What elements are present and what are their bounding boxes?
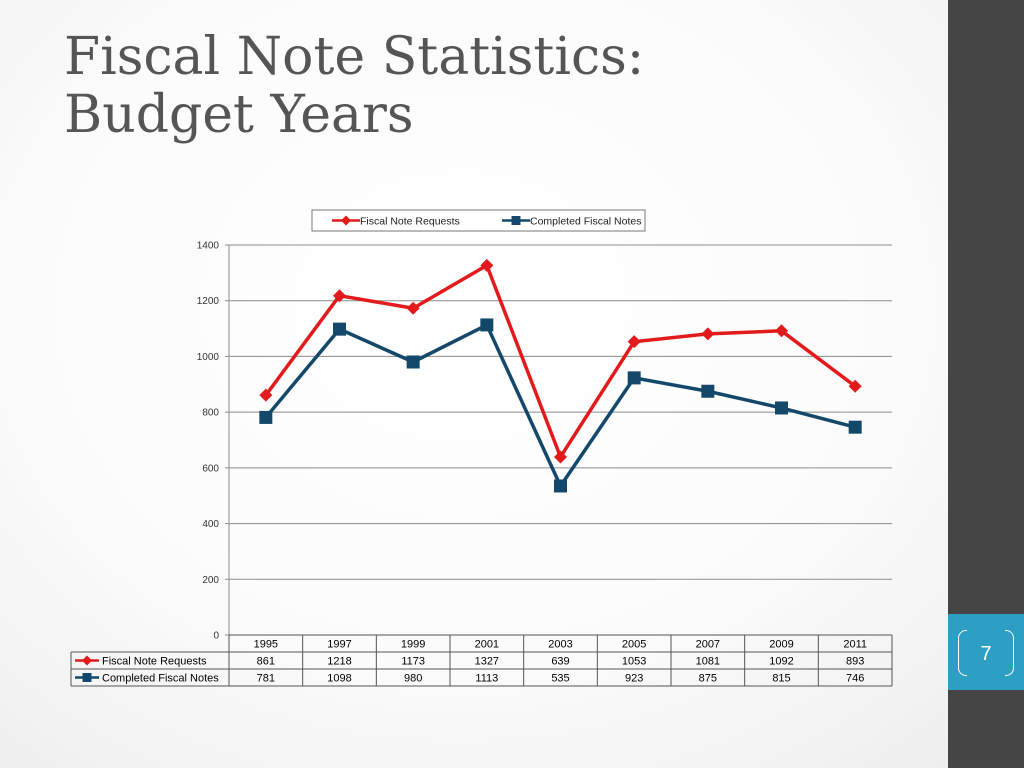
data-point	[701, 384, 715, 398]
data-point	[406, 355, 420, 369]
slide-title-line-2: Budget Years	[64, 85, 414, 145]
table-value-cell: 781	[257, 673, 275, 685]
data-point	[259, 410, 273, 424]
table-value-cell: 861	[257, 656, 275, 668]
table-value-cell: 923	[625, 673, 643, 685]
legend-entry: Completed Fiscal Notes	[530, 215, 641, 227]
data-point	[406, 301, 420, 315]
data-point	[701, 327, 715, 341]
page-number-tab: 7	[948, 614, 1024, 690]
data-point	[554, 450, 567, 464]
y-tick-label: 400	[202, 519, 219, 530]
data-point	[554, 479, 567, 493]
x-category-label: 2001	[475, 639, 499, 651]
table-legend-key-marker	[82, 655, 92, 666]
y-tick-label: 0	[213, 631, 219, 642]
x-category-label: 2003	[548, 639, 572, 651]
y-tick-label: 200	[202, 575, 219, 586]
data-point	[627, 371, 641, 385]
x-category-label: 1999	[401, 639, 425, 651]
table-value-cell: 746	[846, 673, 864, 685]
table-value-cell: 893	[846, 656, 864, 668]
table-value-cell: 1092	[769, 656, 793, 668]
data-point	[775, 324, 788, 338]
legend-key-marker	[511, 216, 521, 225]
legend-box	[311, 209, 646, 232]
table-value-cell: 1327	[475, 656, 499, 668]
line-chart: 0 200 400 600 800 1000 1200 1400 1995 1997 1999 200…	[70, 209, 893, 687]
data-point	[627, 335, 641, 349]
table-value-cell: 980	[404, 673, 422, 685]
legend-entry: Fiscal Note Requests	[360, 215, 460, 227]
x-category-label: 2009	[769, 639, 793, 651]
x-category-label: 1995	[254, 639, 278, 651]
slide-title-line-1: Fiscal Note Statistics:	[64, 27, 645, 87]
data-point	[333, 322, 346, 336]
table-value-cell: 535	[551, 673, 569, 685]
table-legend-key-marker	[82, 673, 92, 682]
table-series-label: Completed Fiscal Notes	[102, 673, 219, 685]
data-point	[848, 379, 862, 393]
table-value-cell: 1081	[696, 656, 720, 668]
data-point	[333, 289, 346, 303]
x-category-label: 2007	[696, 639, 720, 651]
table-value-cell: 1098	[327, 673, 351, 685]
data-point	[775, 401, 788, 415]
table-value-cell: 815	[772, 673, 790, 685]
y-tick-label: 1200	[197, 296, 220, 307]
y-tick-label: 1400	[197, 241, 220, 252]
data-point	[848, 420, 862, 434]
table-value-cell: 875	[699, 673, 717, 685]
table-value-cell: 1113	[475, 673, 498, 685]
table-value-cell: 639	[551, 656, 569, 668]
table-series-label: Fiscal Note Requests	[102, 656, 207, 668]
series-line	[264, 263, 857, 459]
table-value-cell: 1053	[622, 656, 646, 668]
page-number: 7	[980, 643, 992, 665]
data-point	[480, 258, 494, 272]
x-category-label: 2011	[843, 639, 867, 651]
slide-title: Fiscal Note Statistics: Budget Years	[64, 28, 644, 144]
table-value-cell: 1218	[327, 656, 351, 668]
legend-key-marker	[341, 215, 351, 226]
x-category-label: 2005	[622, 639, 646, 651]
y-tick-label: 1000	[197, 352, 220, 363]
left-bracket-icon	[958, 630, 967, 676]
y-tick-label: 600	[202, 463, 219, 474]
data-point	[259, 388, 273, 402]
data-point	[480, 318, 494, 332]
y-tick-label: 800	[202, 408, 219, 419]
table-value-cell: 1173	[401, 656, 425, 668]
x-category-label: 1997	[327, 639, 351, 651]
